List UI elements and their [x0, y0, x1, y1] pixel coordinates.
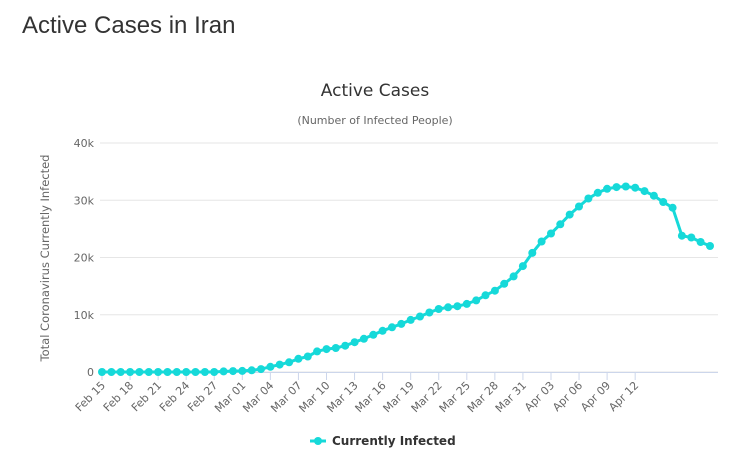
y-tick-label: 20k [74, 252, 95, 265]
data-point[interactable] [472, 296, 481, 305]
data-point[interactable] [350, 338, 359, 347]
page-title: Active Cases in Iran [22, 12, 236, 39]
data-point[interactable] [388, 323, 396, 332]
data-point[interactable] [294, 354, 303, 363]
y-axis-title: Total Coronavirus Currently Infected [38, 155, 52, 363]
data-point[interactable] [359, 334, 368, 343]
data-point[interactable] [575, 202, 583, 211]
data-point[interactable] [509, 272, 518, 281]
data-point[interactable] [668, 203, 677, 212]
data-point[interactable] [126, 368, 135, 376]
series-currently-infected[interactable] [98, 182, 714, 377]
y-tick-label: 10k [74, 309, 95, 322]
chart-title: Active Cases [321, 81, 430, 101]
gridlines [100, 142, 718, 373]
data-point[interactable] [257, 365, 265, 374]
data-point[interactable] [416, 312, 424, 321]
data-point[interactable] [518, 262, 527, 271]
data-point[interactable] [275, 360, 284, 369]
data-point[interactable] [107, 368, 116, 376]
data-point[interactable] [313, 347, 322, 356]
x-tick-label: Feb 21 [129, 379, 164, 414]
x-tick-label: Feb 18 [101, 379, 136, 414]
data-point[interactable] [219, 367, 228, 376]
data-point[interactable] [706, 242, 714, 250]
x-tick-label: Apr 12 [606, 379, 641, 414]
data-point[interactable] [621, 182, 630, 191]
data-point[interactable] [677, 231, 686, 240]
data-point[interactable] [687, 233, 696, 242]
data-point[interactable] [425, 308, 434, 317]
data-point[interactable] [238, 366, 247, 375]
data-point[interactable] [462, 299, 471, 308]
legend[interactable]: Currently Infected [310, 434, 456, 448]
data-point[interactable] [612, 183, 621, 192]
x-tick-label: Apr 06 [550, 379, 585, 414]
data-point[interactable] [631, 183, 640, 192]
data-point[interactable] [247, 366, 256, 375]
chart-subtitle: (Number of Infected People) [297, 114, 452, 127]
x-tick-label: Apr 09 [578, 379, 613, 414]
data-point[interactable] [547, 229, 555, 238]
data-point[interactable] [556, 220, 565, 229]
legend-marker-icon [314, 437, 322, 445]
data-point[interactable] [696, 238, 705, 246]
data-point[interactable] [135, 368, 144, 376]
data-point[interactable] [144, 368, 153, 376]
data-point[interactable] [210, 368, 219, 376]
x-tick-label: Feb 24 [157, 379, 192, 414]
data-point[interactable] [397, 319, 406, 328]
data-point[interactable] [285, 358, 294, 367]
data-point[interactable] [434, 305, 443, 313]
y-tick-label: 40k [74, 137, 95, 150]
data-point[interactable] [341, 341, 350, 350]
data-point[interactable] [369, 330, 378, 339]
data-point[interactable] [378, 326, 387, 335]
data-point[interactable] [584, 194, 593, 203]
data-point[interactable] [154, 368, 163, 376]
x-tick-label: Apr 03 [522, 379, 557, 414]
data-point[interactable] [659, 198, 668, 206]
data-point[interactable] [444, 303, 453, 312]
data-point[interactable] [322, 345, 331, 354]
data-point[interactable] [331, 344, 340, 352]
data-point[interactable] [500, 279, 509, 288]
y-tick-label: 30k [74, 194, 95, 207]
data-point[interactable] [406, 315, 415, 324]
data-point[interactable] [182, 368, 191, 376]
x-tick-label: Mar 31 [493, 379, 529, 415]
data-point[interactable] [303, 352, 312, 361]
data-point[interactable] [481, 291, 490, 300]
data-point[interactable] [490, 286, 499, 295]
legend-label: Currently Infected [332, 434, 456, 448]
data-point[interactable] [565, 210, 574, 219]
data-point[interactable] [200, 368, 209, 376]
data-point[interactable] [163, 368, 172, 376]
data-point[interactable] [649, 191, 658, 200]
data-point[interactable] [593, 188, 602, 197]
data-point[interactable] [537, 237, 546, 246]
y-axis-ticks: 0 10k 20k 30k 40k [74, 137, 95, 379]
x-tick-label: Feb 15 [73, 379, 108, 414]
data-point[interactable] [640, 187, 649, 196]
data-point[interactable] [172, 368, 181, 376]
data-point[interactable] [266, 362, 275, 371]
data-point[interactable] [453, 302, 462, 311]
data-point[interactable] [116, 368, 125, 376]
data-point[interactable] [229, 367, 237, 376]
data-point[interactable] [603, 184, 612, 193]
data-point[interactable] [191, 368, 200, 376]
y-tick-label: 0 [87, 366, 94, 379]
data-point[interactable] [528, 248, 537, 257]
data-point[interactable] [98, 368, 106, 376]
series-line [100, 185, 712, 374]
